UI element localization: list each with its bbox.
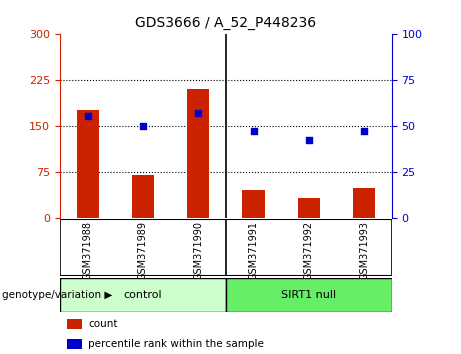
Point [305,138,313,143]
Bar [66,339,82,349]
Bar [66,319,82,329]
Bar [60,278,226,312]
Text: percentile rank within the sample: percentile rank within the sample [88,339,264,349]
Text: GSM371992: GSM371992 [304,221,314,280]
Bar [298,198,320,218]
Text: SIRT1 null: SIRT1 null [281,290,337,300]
Text: count: count [88,319,118,329]
Bar [77,110,99,218]
Point [195,110,202,116]
Text: GSM371989: GSM371989 [138,221,148,280]
Bar [242,190,265,218]
Title: GDS3666 / A_52_P448236: GDS3666 / A_52_P448236 [136,16,316,30]
Text: GSM371988: GSM371988 [83,221,93,280]
Text: GSM371990: GSM371990 [193,221,203,280]
Point [84,114,91,119]
Text: GSM371991: GSM371991 [248,221,259,280]
Text: control: control [124,290,162,300]
Text: genotype/variation ▶: genotype/variation ▶ [2,290,112,300]
Point [361,129,368,134]
Bar [132,175,154,218]
Point [139,123,147,129]
Bar [187,89,209,218]
Point [250,129,257,134]
Bar [226,278,392,312]
Bar [353,188,375,218]
Text: GSM371993: GSM371993 [359,221,369,280]
